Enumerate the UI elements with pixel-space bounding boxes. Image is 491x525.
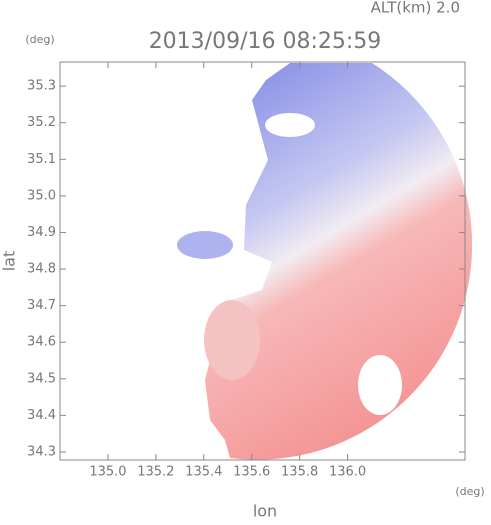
y-tick-label: 34.9 — [27, 225, 56, 240]
x-tick-label: 135.2 — [137, 465, 174, 480]
y-tick-label: 34.6 — [27, 335, 56, 350]
x-axis-label: lon — [253, 502, 277, 521]
y-tick-label: 35.2 — [27, 115, 56, 130]
echo — [177, 231, 233, 259]
y-tick-label: 34.5 — [27, 371, 56, 386]
x-tick-label: 135.4 — [185, 465, 222, 480]
y-tick-label: 34.3 — [27, 444, 56, 459]
y-tick-label: 34.4 — [27, 408, 56, 423]
y-tick-label: 35.3 — [27, 79, 56, 94]
x-tick-label: 135.6 — [233, 465, 270, 480]
radar-field — [177, 63, 473, 460]
y-tick-label: 35.0 — [27, 188, 56, 203]
gap — [358, 355, 402, 415]
echo — [204, 300, 260, 380]
x-unit: (deg) — [455, 485, 484, 498]
altitude-label: ALT(km) 2.0 — [371, 0, 460, 17]
y-axis-label: lat — [0, 251, 19, 272]
y-tick-label: 34.8 — [27, 262, 56, 277]
y-tick-label: 34.7 — [27, 298, 56, 313]
x-tick-label: 136.0 — [329, 465, 366, 480]
plot-frame — [59, 61, 466, 461]
y-unit: (deg) — [25, 33, 54, 46]
x-tick-label: 135.0 — [89, 465, 126, 480]
y-tick-label: 35.1 — [27, 152, 56, 167]
chart-title: 2013/09/16 08:25:59 — [149, 29, 382, 54]
gap — [265, 113, 315, 137]
x-tick-label: 135.8 — [281, 465, 318, 480]
velocity-area — [205, 63, 473, 460]
